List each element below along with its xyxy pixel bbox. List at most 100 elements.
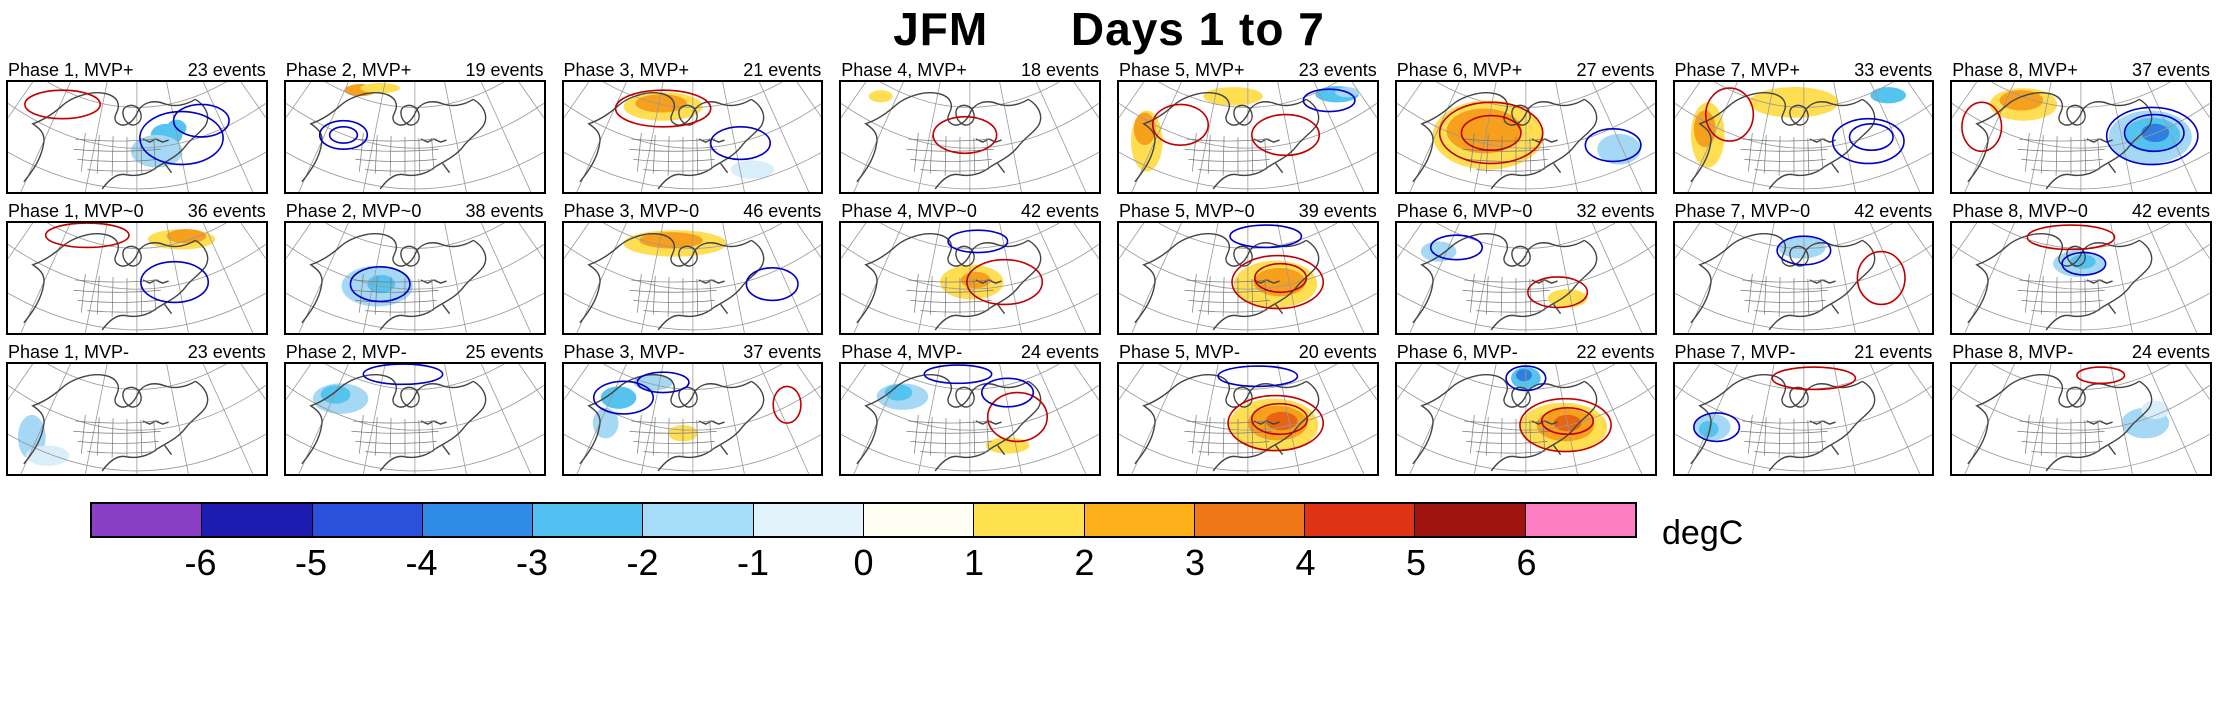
contour-line xyxy=(44,223,130,249)
map-panel: Phase 4, MVP+ 18 events xyxy=(839,58,1101,194)
state-border xyxy=(77,441,159,444)
graticule-line xyxy=(1036,223,1087,333)
map-panel: Phase 4, MVP- 24 events xyxy=(839,340,1101,476)
contour-line xyxy=(932,115,998,155)
contour-line xyxy=(2026,224,2116,251)
coastline xyxy=(379,165,436,190)
map-frame xyxy=(1672,80,1935,194)
graticule-line xyxy=(1554,364,1578,474)
panel-title: Phase 1, MVP~0 xyxy=(8,201,144,221)
panel-title: Phase 1, MVP- xyxy=(8,342,130,362)
state-border xyxy=(1264,137,1268,170)
coastline xyxy=(1552,304,1561,315)
state-border xyxy=(628,289,717,293)
coastline xyxy=(2045,306,2103,331)
figure-title: JFM Days 1 to 7 xyxy=(893,3,1325,55)
coastline xyxy=(2108,304,2117,315)
state-border xyxy=(910,159,992,162)
colorbar xyxy=(90,502,1637,538)
panel-label-row: Phase 6, MVP~0 32 events xyxy=(1395,199,1657,221)
state-border xyxy=(1464,420,1548,424)
map-canvas xyxy=(841,82,1099,192)
graticule-line xyxy=(758,82,809,192)
map-frame xyxy=(1117,80,1379,194)
contour-line xyxy=(947,229,1009,254)
graticule-line xyxy=(1591,223,1642,333)
graticule-line xyxy=(841,364,867,400)
state-border xyxy=(1186,138,1270,142)
contour-line xyxy=(1518,397,1612,453)
anomaly-shading xyxy=(869,90,893,103)
state-border xyxy=(374,416,378,456)
graticule-line xyxy=(1131,364,1182,474)
state-border xyxy=(77,159,159,162)
state-border xyxy=(1529,279,1531,315)
graticule-line xyxy=(721,82,745,192)
coastline xyxy=(1823,239,1875,309)
panel-event-count: 19 events xyxy=(465,60,544,80)
contour-line xyxy=(1692,412,1740,443)
graticule-line xyxy=(1409,82,1460,192)
state-border xyxy=(636,132,642,172)
state-border xyxy=(353,138,437,142)
graticule-line xyxy=(758,223,809,333)
coastline xyxy=(1967,233,2035,324)
coastline xyxy=(1689,92,1757,183)
state-border xyxy=(920,310,989,313)
state-border xyxy=(1741,138,1826,142)
state-border xyxy=(914,273,919,313)
panel-event-count: 18 events xyxy=(1020,60,1099,80)
state-border xyxy=(1207,416,1211,456)
contour-line xyxy=(1229,224,1303,249)
panel-event-count: 42 events xyxy=(1020,201,1099,221)
state-border xyxy=(1466,300,1548,303)
graticule-line xyxy=(796,364,822,400)
panel-event-count: 27 events xyxy=(1576,60,1655,80)
state-border xyxy=(973,138,976,174)
graticule-line xyxy=(1409,364,1460,474)
panel-event-count: 39 events xyxy=(1298,201,1377,221)
state-border xyxy=(75,279,159,283)
graticule-line xyxy=(20,82,71,192)
state-border xyxy=(2084,420,2087,456)
map-frame xyxy=(1950,80,2212,194)
coastline xyxy=(101,447,159,472)
panel-label-row: Phase 1, MVP+ 23 events xyxy=(6,58,268,80)
contour-line xyxy=(1856,250,1906,306)
state-border xyxy=(87,169,155,172)
graticule-line xyxy=(1313,364,1365,474)
graticule-line xyxy=(1591,364,1642,474)
graticule-line xyxy=(999,223,1023,333)
graticule-line xyxy=(480,82,531,192)
coastline xyxy=(1689,233,1757,324)
panel-event-count: 46 events xyxy=(743,201,822,221)
coastline xyxy=(367,374,474,408)
coastline xyxy=(712,239,764,309)
graticule-line xyxy=(721,223,745,333)
colorbar-segment xyxy=(1414,504,1525,536)
state-border xyxy=(153,419,157,452)
map-panel: Phase 3, MVP~0 46 events xyxy=(561,199,824,335)
state-border xyxy=(2084,138,2087,174)
state-border xyxy=(652,416,656,456)
graticule-line xyxy=(480,364,531,474)
graticule-line xyxy=(1964,223,2016,333)
map-panel: Phase 2, MVP+ 19 events xyxy=(283,58,546,194)
panel-label-row: Phase 1, MVP- 23 events xyxy=(6,340,268,362)
state-border xyxy=(140,420,143,456)
contour-line xyxy=(139,110,224,166)
coastline xyxy=(1830,304,1839,315)
map-canvas xyxy=(1396,364,1655,474)
state-border xyxy=(2041,416,2044,456)
coastline xyxy=(1546,239,1598,309)
coastline xyxy=(2045,165,2103,190)
graticule-line xyxy=(240,364,266,400)
map-canvas xyxy=(563,223,822,333)
contour-line xyxy=(1704,87,1754,142)
state-border xyxy=(1753,169,1822,172)
state-border xyxy=(111,417,114,458)
state-border xyxy=(73,289,161,293)
state-border xyxy=(908,420,992,424)
coastline xyxy=(441,304,450,315)
graticule-line xyxy=(1964,82,2016,192)
